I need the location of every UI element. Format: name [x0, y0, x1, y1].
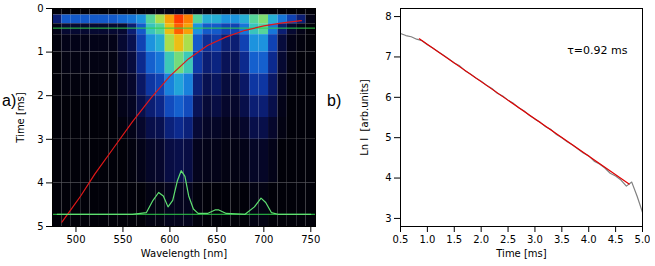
- svg-text:1.0: 1.0: [419, 234, 435, 245]
- svg-text:Wavelength [nm]: Wavelength [nm]: [141, 248, 227, 259]
- svg-text:4.5: 4.5: [608, 234, 624, 245]
- svg-text:2.5: 2.5: [500, 234, 516, 245]
- svg-text:550: 550: [113, 234, 132, 245]
- svg-text:4: 4: [385, 172, 391, 183]
- svg-text:650: 650: [207, 234, 226, 245]
- svg-text:Time [ms]: Time [ms]: [15, 92, 26, 144]
- svg-text:0.5: 0.5: [393, 234, 409, 245]
- svg-text:Ln I [arb.units]: Ln I [arb.units]: [359, 79, 370, 156]
- svg-text:1: 1: [37, 46, 43, 57]
- html-text:a): a): [2, 92, 17, 109]
- svg-text:7: 7: [385, 51, 391, 62]
- svg-text:τ=0.92 ms: τ=0.92 ms: [567, 44, 628, 57]
- svg-text:4.0: 4.0: [581, 234, 597, 245]
- svg-text:6: 6: [385, 92, 391, 103]
- svg-text:5: 5: [385, 132, 391, 143]
- svg-text:2.0: 2.0: [473, 234, 489, 245]
- svg-text:500: 500: [66, 234, 85, 245]
- svg-text:0: 0: [37, 3, 43, 14]
- svg-text:4: 4: [37, 177, 43, 188]
- svg-text:1.5: 1.5: [446, 234, 462, 245]
- svg-text:8: 8: [385, 11, 391, 22]
- svg-text:5: 5: [37, 221, 43, 232]
- svg-text:2: 2: [37, 90, 43, 101]
- svg-text:3: 3: [385, 213, 391, 224]
- svg-text:Time [ms]: Time [ms]: [495, 248, 547, 259]
- svg-text:600: 600: [160, 234, 179, 245]
- svg-text:3.0: 3.0: [527, 234, 543, 245]
- svg-text:750: 750: [301, 234, 320, 245]
- svg-text:700: 700: [254, 234, 273, 245]
- html-text:b): b): [327, 92, 342, 109]
- svg-text:5.0: 5.0: [635, 234, 650, 245]
- svg-text:3: 3: [37, 134, 43, 145]
- svg-text:3.5: 3.5: [554, 234, 570, 245]
